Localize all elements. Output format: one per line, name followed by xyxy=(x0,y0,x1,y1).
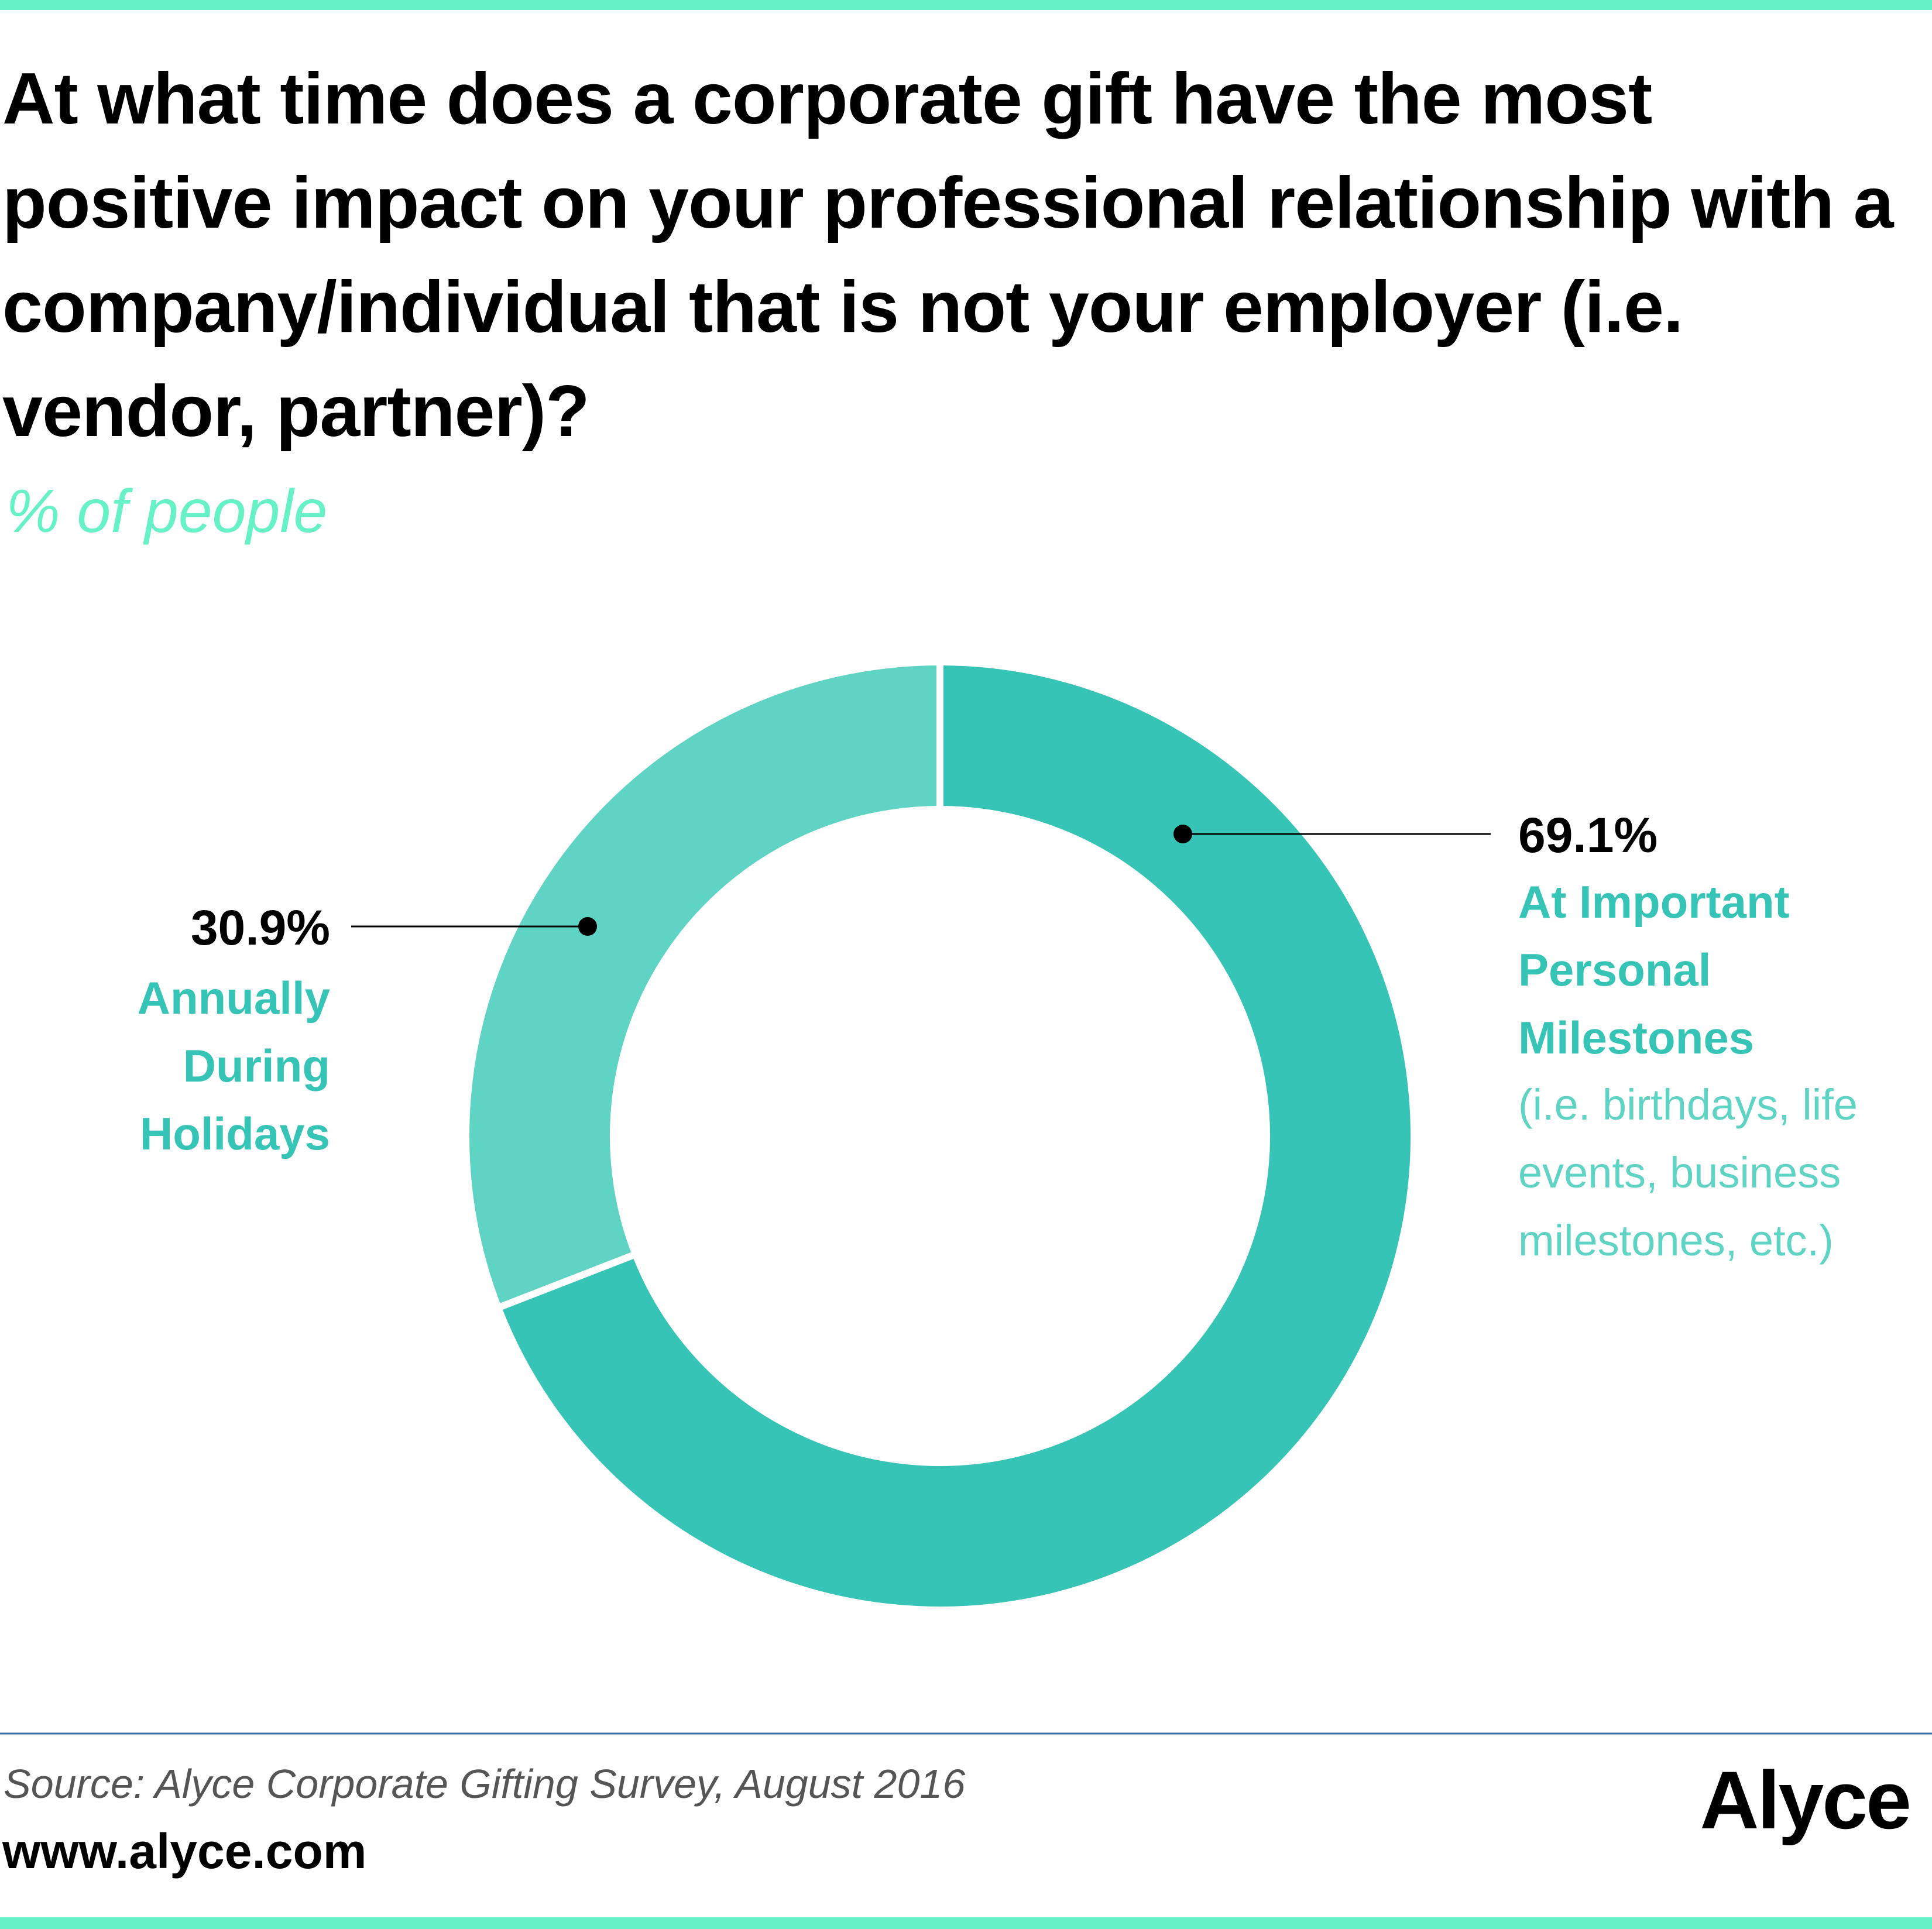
leader-dot xyxy=(578,917,597,936)
donut xyxy=(462,658,1418,1614)
value-label: 69.1% xyxy=(1518,808,1658,863)
donut-segment xyxy=(493,658,1418,1614)
top-bar xyxy=(0,0,1932,10)
leader-dot xyxy=(1173,825,1192,843)
chart-subtitle: % of people xyxy=(6,478,328,545)
value-label: 30.9% xyxy=(190,900,330,955)
donut-segment xyxy=(462,658,943,1313)
chart-title: At what time does a corporate gift have … xyxy=(2,59,1894,452)
category-label: Annually During Holidays xyxy=(137,972,330,1159)
bottom-bar xyxy=(0,1917,1932,1929)
category-label: At Important Personal Milestones xyxy=(1518,876,1790,1063)
category-note: (i.e. birthdays, life events, business m… xyxy=(1518,1080,1858,1265)
url: www.alyce.com xyxy=(2,1824,367,1879)
source: Source: Alyce Corporate Gifting Survey, … xyxy=(4,1761,966,1807)
brand-logo: Alyce xyxy=(1700,1754,1912,1846)
